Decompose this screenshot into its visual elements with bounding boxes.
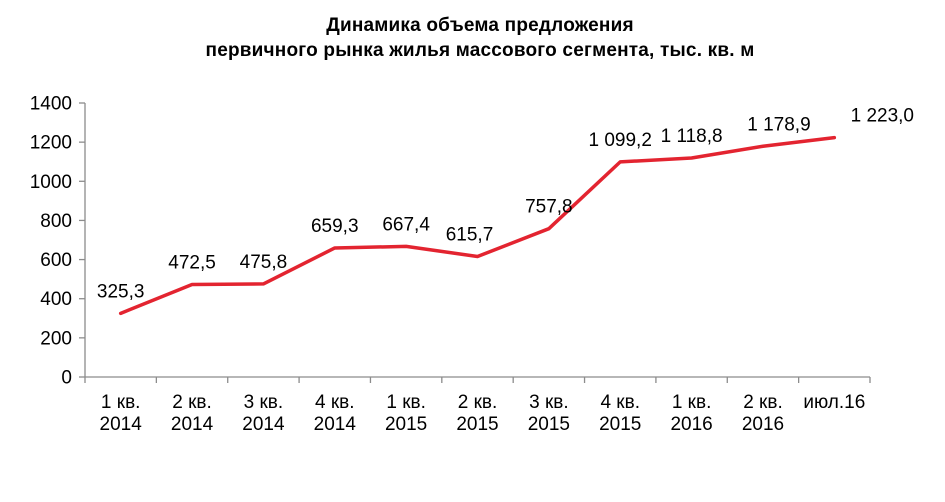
y-tick-label: 600 — [40, 250, 72, 271]
data-point-label: 475,8 — [240, 252, 288, 273]
chart-title-line1: Динамика объема предложения — [326, 15, 634, 36]
data-point-label: 757,8 — [525, 197, 573, 218]
x-tick-label: 4 кв. 2015 — [599, 392, 641, 435]
y-tick-label: 800 — [40, 211, 72, 232]
y-tick-label: 0 — [61, 368, 72, 389]
data-point-label: 659,3 — [311, 216, 359, 237]
x-tick-label: 2 кв. 2016 — [742, 392, 784, 435]
data-point-label: 1 099,2 — [589, 130, 652, 151]
data-point-label: 1 223,0 — [851, 106, 914, 127]
data-point-label: 325,3 — [97, 281, 145, 302]
x-tick-label: 2 кв. 2015 — [456, 392, 498, 435]
x-tick-label: 4 кв. 2014 — [314, 392, 357, 435]
y-tick-label: 400 — [40, 289, 72, 310]
y-tick-label: 200 — [40, 328, 72, 349]
data-point-label: 1 118,8 — [661, 126, 723, 147]
x-tick-label: 1 кв. 2016 — [670, 392, 712, 435]
y-tick-label: 1200 — [30, 133, 72, 154]
y-tick-label: 1400 — [30, 94, 72, 115]
x-tick-label: июл.16 — [803, 392, 865, 413]
x-tick-label: 3 кв. 2015 — [528, 392, 570, 435]
x-tick-label: 3 кв. 2014 — [242, 392, 285, 435]
data-series-line — [118, 135, 837, 316]
x-tick-label: 1 кв. 2014 — [100, 392, 143, 435]
data-point-label: 1 178,9 — [747, 114, 810, 135]
chart-title-line2: первичного рынка жилья массового сегмент… — [205, 40, 755, 61]
data-point-label: 615,7 — [446, 224, 494, 245]
chart-title: Динамика объема предложения первичного р… — [15, 13, 945, 63]
data-point-label: 667,4 — [382, 214, 430, 235]
y-tick-label: 1000 — [30, 172, 72, 193]
data-point-label: 472,5 — [168, 253, 216, 274]
x-tick-label: 1 кв. 2015 — [385, 392, 427, 435]
x-tick-label: 2 кв. 2014 — [171, 392, 214, 435]
